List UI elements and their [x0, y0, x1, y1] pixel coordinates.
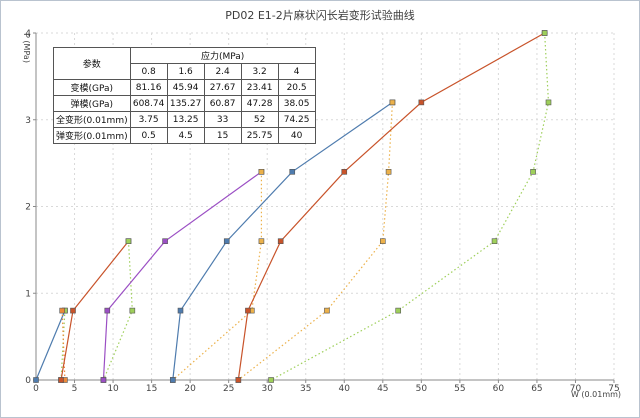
table-header-row: 参数 应力(MPa) — [53, 47, 316, 80]
table-cell: 27.67 — [203, 79, 242, 96]
x-tick-label: 15 — [146, 384, 157, 394]
stress-value: 1.6 — [166, 63, 205, 80]
table-row: 变模(GPa) 81.16 45.94 27.67 23.41 20.5 — [53, 79, 316, 96]
data-point — [125, 238, 132, 244]
table-cell: 40 — [277, 127, 316, 144]
data-point — [268, 377, 274, 383]
data-point — [289, 169, 296, 175]
x-axis-label: W (0.01mm) — [571, 390, 621, 399]
table-row: 弹变形(0.01mm) 0.5 4.5 15 25.75 40 — [53, 127, 316, 144]
table-cell: 38.05 — [277, 95, 316, 112]
x-tick-label: 55 — [454, 384, 465, 394]
data-point — [258, 169, 265, 175]
series-line — [172, 171, 263, 381]
data-point — [277, 238, 284, 244]
x-tick-label: 50 — [416, 384, 428, 394]
table-cell: 33 — [203, 111, 242, 128]
data-point — [104, 307, 111, 314]
data-point — [129, 307, 136, 314]
x-tick-label: 25 — [223, 384, 234, 394]
table-cell: 74.25 — [277, 111, 316, 128]
series-layer — [33, 30, 552, 383]
data-point — [389, 99, 396, 106]
series-line — [237, 32, 545, 381]
table-cell: 23.41 — [240, 79, 279, 96]
data-point — [395, 307, 402, 314]
series-line — [102, 171, 262, 381]
table-cell: 81.16 — [129, 79, 168, 96]
data-point — [169, 377, 176, 383]
data-point — [341, 169, 348, 175]
data-point — [223, 238, 230, 244]
stress-value: 2.4 — [203, 63, 242, 80]
x-tick-label: 10 — [107, 384, 119, 394]
x-tick-label: 70 — [570, 384, 582, 394]
table-cell: 15 — [203, 127, 242, 144]
table-cell: 45.94 — [166, 79, 205, 96]
x-tick-label: 60 — [493, 384, 505, 394]
x-tick-label: 30 — [261, 384, 273, 394]
y-tick-label: 2 — [25, 203, 31, 213]
table-cell: 135.27 — [166, 95, 205, 112]
data-point — [58, 377, 64, 383]
y-tick-label: 3 — [25, 116, 31, 126]
table-cell: 47.28 — [240, 95, 279, 112]
x-tick-label: 75 — [608, 384, 619, 394]
table-cell: 20.5 — [277, 79, 316, 96]
series-line — [35, 310, 66, 381]
x-tick-label: 5 — [72, 384, 78, 394]
y-tick-label: 4 — [25, 29, 31, 39]
data-point — [418, 99, 425, 106]
data-point — [100, 377, 107, 383]
row-label: 全变形(0.01mm) — [53, 111, 131, 128]
stress-header: 应力(MPa) — [129, 47, 316, 64]
x-tick-label: 40 — [339, 384, 351, 394]
data-point — [245, 307, 251, 314]
data-point — [379, 238, 386, 244]
data-point — [177, 307, 184, 314]
axis-layer: 0 5 10 15 20 25 30 35 40 45 50 55 60 65 70 75 0 1 2 3 4 — [25, 29, 619, 394]
data-point — [324, 307, 330, 314]
chart-title: PD02 E1-2片麻状闪长岩变形试验曲线 — [225, 8, 415, 22]
data-point — [385, 169, 392, 175]
stress-value: 3.2 — [240, 63, 279, 80]
x-tick-label: 35 — [300, 384, 311, 394]
data-point — [545, 99, 552, 106]
x-tick-label: 20 — [184, 384, 196, 394]
data-point — [70, 307, 76, 314]
data-point — [59, 307, 66, 314]
row-label: 弹模(GPa) — [53, 95, 131, 112]
data-point — [258, 238, 265, 244]
x-tick-label: 65 — [531, 384, 542, 394]
table-cell: 25.75 — [240, 127, 279, 144]
y-tick-label: 1 — [25, 289, 31, 299]
y-axis-label: P (MPa) — [22, 33, 31, 63]
table-cell: 0.5 — [129, 127, 168, 144]
table-row: 全变形(0.01mm) 3.75 13.25 33 52 74.25 — [53, 111, 316, 128]
table-row: 弹模(GPa) 608.74 135.27 60.87 47.28 38.05 — [53, 95, 316, 112]
y-tick-label: 0 — [25, 376, 31, 386]
x-tick-label: 0 — [33, 384, 39, 394]
data-point — [235, 377, 242, 383]
series-line — [270, 32, 550, 381]
table-cell: 3.75 — [129, 111, 168, 128]
row-label: 变模(GPa) — [53, 79, 131, 96]
table-cell: 52 — [240, 111, 279, 128]
table-cell: 60.87 — [203, 95, 242, 112]
table-cell: 4.5 — [166, 127, 205, 144]
data-point — [541, 30, 548, 36]
stress-value: 0.8 — [129, 63, 168, 80]
table-cell: 13.25 — [166, 111, 205, 128]
table-cell: 608.74 — [129, 95, 168, 112]
data-point — [162, 238, 168, 244]
x-tick-label: 45 — [377, 384, 388, 394]
data-point — [33, 377, 39, 383]
data-point — [530, 169, 536, 175]
data-point — [491, 238, 498, 244]
param-header: 参数 — [53, 47, 131, 80]
row-label: 弹变形(0.01mm) — [53, 127, 131, 144]
stress-value: 4 — [277, 63, 316, 80]
parameter-table: 参数 应力(MPa) 0.8 1.6 2.4 3.2 4 变模(GPa) 81.… — [53, 47, 316, 144]
